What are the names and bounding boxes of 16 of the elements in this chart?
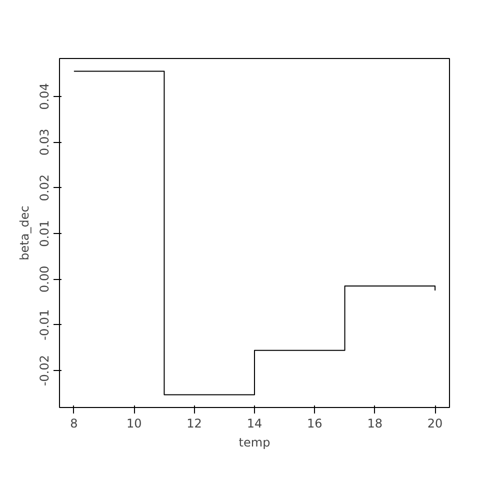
y-tick-label: 0.00: [38, 266, 52, 292]
x-axis-title: temp: [238, 436, 270, 450]
y-tick-label: -0.01: [38, 309, 52, 340]
y-tick-label: 0.03: [38, 128, 52, 156]
x-tick-label: 20: [427, 416, 443, 430]
y-axis-title: beta_dec: [18, 206, 32, 260]
x-tick-label: 8: [70, 416, 78, 430]
x-tick-label: 16: [307, 416, 322, 430]
x-tick-label: 18: [367, 416, 383, 430]
x-tick-label: 14: [246, 416, 262, 430]
y-tick-label: 0.04: [38, 83, 52, 110]
y-tick-label: -0.02: [38, 354, 52, 386]
x-tick-label: 12: [186, 416, 202, 430]
x-tick-label: 10: [126, 416, 142, 430]
y-tick-label: 0.01: [38, 220, 52, 247]
y-tick-label: 0.02: [38, 174, 52, 202]
